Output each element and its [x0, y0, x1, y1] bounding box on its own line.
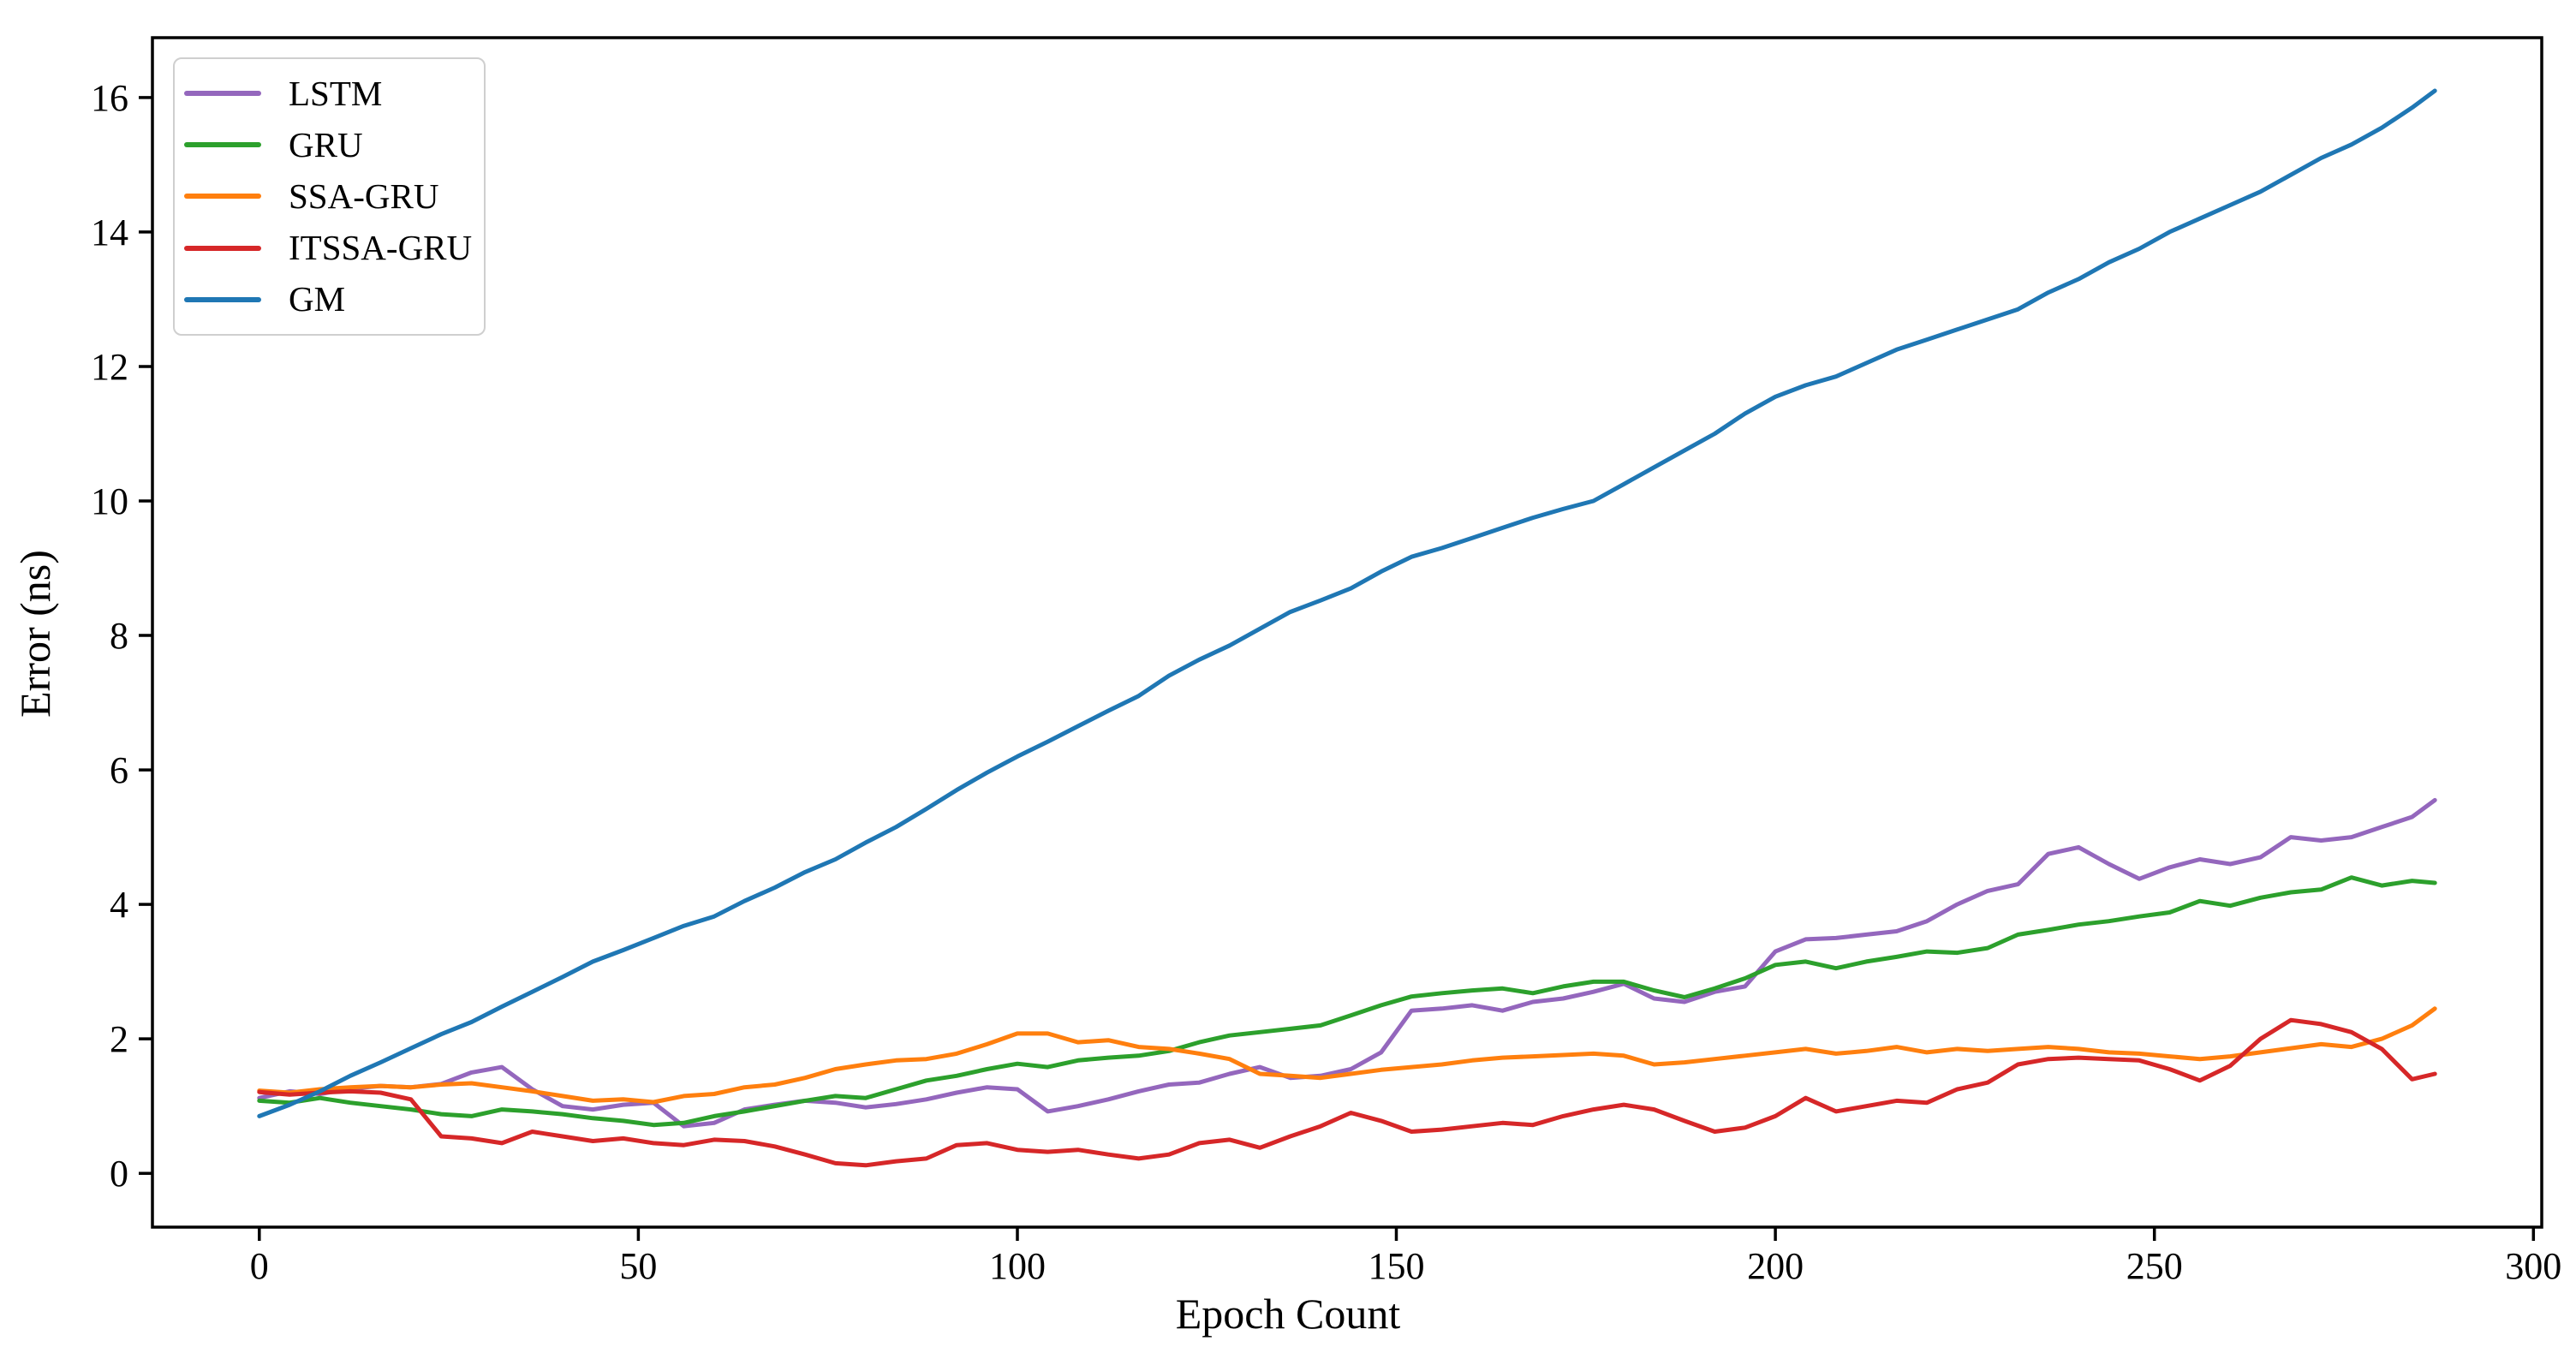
legend-item-GRU: GRU [175, 122, 484, 167]
y-tick-label-6: 6 [110, 749, 128, 791]
y-tick-label-2: 2 [110, 1018, 128, 1060]
x-tick-label-50: 50 [619, 1245, 657, 1287]
x-tick-label-100: 100 [989, 1245, 1046, 1287]
x-tick-label-0: 0 [250, 1245, 269, 1287]
x-axis-label: Epoch Count [1175, 1290, 1401, 1338]
legend-item-SSA-GRU: SSA-GRU [175, 174, 484, 218]
x-axis-ticks: 0 50 100 150 200 250 300 [250, 1227, 2561, 1287]
legend-item-GM: GM [175, 277, 484, 322]
series-line-GM [257, 88, 2437, 1118]
x-tick-label-150: 150 [1368, 1245, 1425, 1287]
y-tick-label-8: 8 [110, 615, 128, 657]
x-tick-label-250: 250 [2126, 1245, 2183, 1287]
legend-label-SSA-GRU: SSA-GRU [289, 176, 439, 216]
legend-label-LSTM: LSTM [289, 73, 383, 113]
y-tick-label-16: 16 [91, 77, 128, 119]
y-tick-label-12: 12 [91, 346, 128, 388]
series-line-GRU [257, 875, 2437, 1128]
series-line-ITSSA-GRU [257, 1017, 2437, 1168]
series-group [257, 88, 2437, 1168]
series-line-SSA-GRU [257, 1006, 2437, 1105]
series-line-LSTM [257, 797, 2437, 1129]
legend-item-LSTM: LSTM [175, 71, 484, 116]
legend-item-ITSSA-GRU: ITSSA-GRU [175, 226, 484, 271]
y-tick-label-0: 0 [110, 1153, 128, 1195]
x-tick-label-200: 200 [1747, 1245, 1804, 1287]
y-tick-label-10: 10 [91, 480, 128, 522]
y-axis-label: Error (ns) [11, 550, 59, 718]
legend-box: LSTM GRU SSA-GRU ITSSA-GRU GM [173, 57, 486, 336]
legend-swatch-ITSSA-GRU [184, 245, 261, 251]
y-tick-label-14: 14 [91, 212, 128, 253]
legend-label-GRU: GRU [289, 124, 363, 164]
x-tick-label-300: 300 [2505, 1245, 2561, 1287]
y-tick-label-4: 4 [110, 884, 128, 926]
legend-swatch-GRU [184, 142, 261, 148]
plot-border [151, 36, 2543, 1229]
legend-label-ITSSA-GRU: ITSSA-GRU [289, 228, 473, 268]
legend-swatch-GM [184, 296, 261, 302]
legend-label-GM: GM [289, 279, 346, 319]
legend-swatch-SSA-GRU [184, 194, 261, 200]
y-axis-ticks: 0 2 4 6 8 10 12 14 16 [91, 77, 152, 1195]
legend-swatch-LSTM [184, 91, 261, 97]
